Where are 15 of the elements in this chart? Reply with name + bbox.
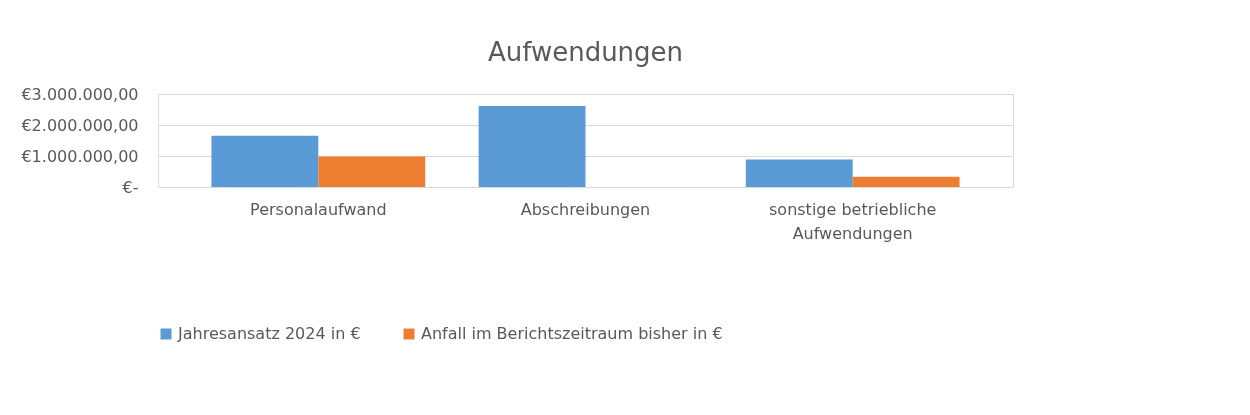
y-tick-label: €3.000.000,00 (21, 84, 139, 104)
legend-label: Anfall im Berichtszeitraum bisher in € (421, 324, 723, 343)
chart-title: Aufwendungen (487, 37, 684, 67)
x-tick-label: Personalaufwand (250, 199, 387, 219)
y-tick-label: €1.000.000,00 (21, 146, 139, 166)
bar (211, 135, 319, 187)
bar (318, 156, 426, 187)
y-tick-label: €2.000.000,00 (21, 115, 139, 135)
bar (852, 176, 960, 187)
bar (478, 106, 586, 187)
bar (745, 159, 853, 187)
x-tick-label: sonstige betriebliche Aufwendungen (769, 199, 937, 243)
legend-label: Jahresansatz 2024 in € (177, 324, 361, 343)
y-tick-label: €- (122, 177, 139, 197)
x-tick-label: Abschreibungen (520, 199, 651, 219)
